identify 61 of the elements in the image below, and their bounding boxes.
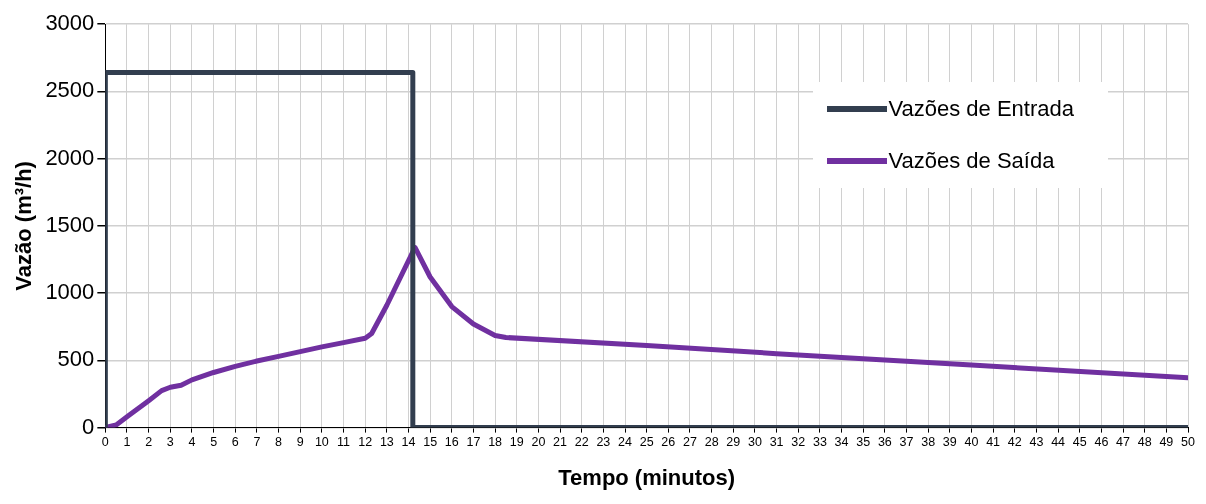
x-tick-label: 9 [296,434,304,449]
x-tick-label: 32 [791,434,806,449]
y-axis-title: Vazão (m³/h) [11,161,37,291]
x-tick-label: 5 [210,434,218,449]
legend-label: Vazões de Saída [888,148,1055,174]
x-tick-label: 6 [231,434,239,449]
x-tick-label: 4 [188,434,196,449]
x-tick-label: 36 [877,434,892,449]
x-tick-label: 13 [379,434,394,449]
legend-label: Vazões de Entrada [888,96,1074,122]
y-tick-label: 1500 [45,211,95,237]
x-tick-label: 33 [812,434,827,449]
x-tick-label: 3 [166,434,174,449]
x-tick-label: 24 [618,434,633,449]
x-tick-label: 12 [358,434,373,449]
x-tick-label: 49 [1159,434,1174,449]
x-tick-label: 22 [574,434,589,449]
x-tick-label: 7 [253,434,261,449]
x-tick-label: 35 [856,434,871,449]
x-tick-label: 16 [444,434,459,449]
x-tick-label: 43 [1029,434,1044,449]
x-tick-label: 25 [639,434,654,449]
x-tick-label: 10 [314,434,329,449]
x-tick-label: 8 [275,434,283,449]
x-tick-label: 45 [1072,434,1087,449]
x-tick-label: 38 [921,434,936,449]
y-tick-label: 2000 [45,144,95,170]
x-tick-label: 44 [1051,434,1066,449]
x-tick-label: 47 [1116,434,1131,449]
x-tick-label: 28 [704,434,719,449]
y-tick-label: 3000 [45,10,95,36]
x-tick-label: 48 [1137,434,1152,449]
x-tick-label: 18 [488,434,503,449]
x-tick-label: 0 [101,434,109,449]
y-tick-label: 500 [57,346,95,372]
x-tick-label: 30 [747,434,762,449]
x-tick-label: 11 [337,434,351,449]
x-tick-label: 37 [899,434,914,449]
x-tick-label: 50 [1181,434,1195,449]
x-tick-label: 31 [769,434,784,449]
x-axis-title: Tempo (minutos) [558,464,736,490]
x-tick-label: 1 [123,434,131,449]
x-tick-label: 21 [553,434,568,449]
x-tick-label: 19 [509,434,524,449]
x-tick-label: 23 [596,434,611,449]
x-tick-label: 2 [145,434,153,449]
x-tick-label: 40 [964,434,979,449]
x-tick-label: 27 [683,434,697,449]
x-tick-label: 42 [1007,434,1022,449]
x-tick-label: 39 [942,434,957,449]
x-tick-label: 29 [726,434,741,449]
x-tick-label: 17 [466,434,481,449]
x-tick-label: 26 [661,434,676,449]
x-tick-label: 15 [423,434,438,449]
y-tick-label: 1000 [45,279,95,305]
x-tick-label: 20 [531,434,546,449]
x-tick-label: 46 [1094,434,1109,449]
x-tick-label: 34 [834,434,849,449]
x-tick-label: 41 [986,434,1001,449]
y-tick-label: 2500 [45,77,95,103]
x-tick-label: 14 [401,434,416,449]
